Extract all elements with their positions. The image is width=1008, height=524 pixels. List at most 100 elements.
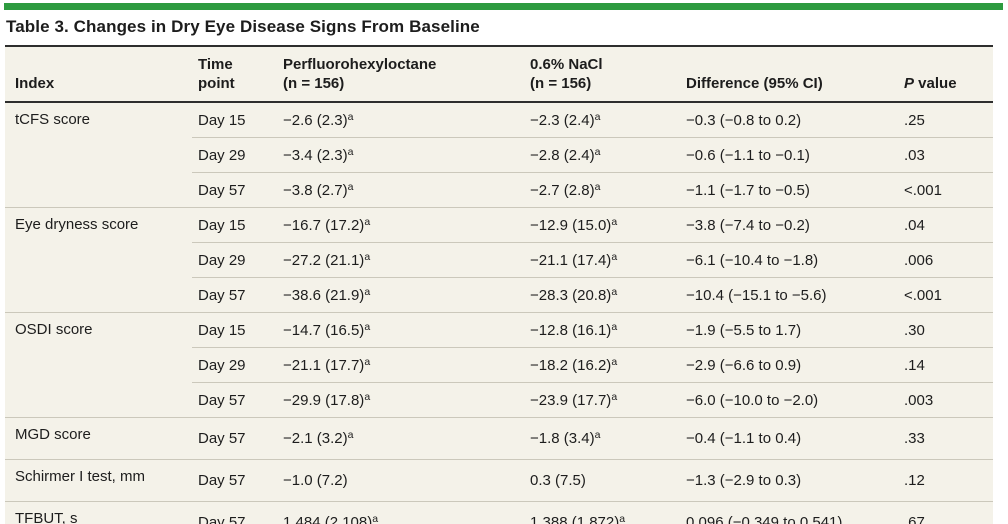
footnote-marker: a <box>611 250 618 263</box>
table-row: Day 57 −29.9 (17.8)a −23.9 (17.7)a −6.0 (−1… <box>5 382 993 418</box>
cell-p: .006 <box>898 242 993 278</box>
accent-bar <box>4 3 1003 10</box>
footnote-marker: a <box>611 320 618 333</box>
table-row: OSDI score Day 15 −14.7 (16.5)a −12.8 (16.1… <box>5 312 993 418</box>
cell-index: OSDI score <box>5 312 192 418</box>
cell-time: Day 15 <box>192 101 277 138</box>
footnote-marker: a <box>594 110 601 123</box>
cell-nacl: −21.1 (17.4)a <box>524 242 680 278</box>
col-header-nacl: 0.6% NaCl (n = 156) <box>524 46 680 103</box>
table-title: Table 3. Changes in Dry Eye Disease Sign… <box>6 17 480 36</box>
cell-index: Schirmer I test, mm <box>5 459 192 502</box>
col-header-time: Time point <box>192 46 277 103</box>
cell-p: .30 <box>898 312 993 348</box>
cell-nacl: 0.3 (7.5) <box>524 459 680 502</box>
cell-nacl: −23.9 (17.7)a <box>524 382 680 418</box>
cell-diff: −2.9 (−6.6 to 0.9) <box>680 347 898 383</box>
cell-time: Day 57 <box>192 501 277 524</box>
cell-diff: −1.3 (−2.9 to 0.3) <box>680 459 898 502</box>
cell-diff: −0.6 (−1.1 to −0.1) <box>680 137 898 173</box>
cell-p: <.001 <box>898 277 993 313</box>
table-row: tCFS score Day 15 −2.6 (2.3)a −2.3 (2.4)a −0… <box>5 101 993 208</box>
cell-nacl: −18.2 (16.2)a <box>524 347 680 383</box>
cell-time: Day 29 <box>192 347 277 383</box>
footnote-marker: a <box>364 390 371 403</box>
col-header-diff: Difference (95% CI) <box>680 46 898 103</box>
cell-diff: −1.9 (−5.5 to 1.7) <box>680 312 898 348</box>
cell-time: Day 57 <box>192 417 277 460</box>
cell-pfho: 1.484 (2.108)a <box>277 501 524 524</box>
cell-time: Day 57 <box>192 277 277 313</box>
footnote-marker: a <box>347 145 354 158</box>
cell-diff: −6.1 (−10.4 to −1.8) <box>680 242 898 278</box>
cell-p: .03 <box>898 137 993 173</box>
col-header-p: P value <box>898 46 993 103</box>
dry-eye-signs-table: Index Time point Perfluorohexyloctane (n = 1… <box>5 45 993 524</box>
footnote-marker: a <box>364 215 371 228</box>
cell-p: .25 <box>898 101 993 138</box>
footnote-marker: a <box>594 145 601 158</box>
footnote-marker: a <box>364 355 371 368</box>
table-row: Day 29 −3.4 (2.3)a −2.8 (2.4)a −0.6 (−1.1 t… <box>5 137 993 173</box>
cell-nacl: −2.7 (2.8)a <box>524 172 680 208</box>
table-row: TFBUT, s Day 57 1.484 (2.108)a 1.388 (1.872… <box>5 501 993 524</box>
footnote-marker: a <box>372 513 379 524</box>
footnote-marker: a <box>347 110 354 123</box>
cell-diff: −0.4 (−1.1 to 0.4) <box>680 417 898 460</box>
footnote-marker: a <box>594 180 601 193</box>
cell-time: Day 57 <box>192 172 277 208</box>
cell-diff: −10.4 (−15.1 to −5.6) <box>680 277 898 313</box>
table-row: Day 29 −21.1 (17.7)a −18.2 (16.2)a −2.9 (−6… <box>5 347 993 383</box>
cell-nacl: −12.8 (16.1)a <box>524 312 680 348</box>
table-row: MGD score Day 57 −2.1 (3.2)a −1.8 (3.4)a −0.… <box>5 417 993 460</box>
cell-pfho: −21.1 (17.7)a <box>277 347 524 383</box>
cell-p: .14 <box>898 347 993 383</box>
col-header-pfho: Perfluorohexyloctane (n = 156) <box>277 46 524 103</box>
footnote-marker: a <box>611 215 618 228</box>
cell-nacl: −28.3 (20.8)a <box>524 277 680 313</box>
footnote-marker: a <box>619 513 626 524</box>
cell-index: MGD score <box>5 417 192 460</box>
cell-time: Day 29 <box>192 242 277 278</box>
cell-index: Eye dryness score <box>5 207 192 313</box>
cell-pfho: −2.6 (2.3)a <box>277 101 524 138</box>
cell-pfho: −3.4 (2.3)a <box>277 137 524 173</box>
table-row: Day 57 −38.6 (21.9)a −28.3 (20.8)a −10.4 (−… <box>5 277 993 313</box>
cell-time: Day 57 <box>192 459 277 502</box>
footnote-marker: a <box>364 250 371 263</box>
header-row: Index Time point Perfluorohexyloctane (n = 1… <box>5 46 993 103</box>
footnote-marker: a <box>611 285 618 298</box>
cell-nacl: −12.9 (15.0)a <box>524 207 680 243</box>
footnote-marker: a <box>611 390 618 403</box>
footnote-marker: a <box>364 285 371 298</box>
cell-diff: −3.8 (−7.4 to −0.2) <box>680 207 898 243</box>
cell-pfho: −29.9 (17.8)a <box>277 382 524 418</box>
cell-diff: −0.3 (−0.8 to 0.2) <box>680 101 898 138</box>
cell-p: .33 <box>898 417 993 460</box>
table-row: Day 29 −27.2 (21.1)a −21.1 (17.4)a −6.1 (−1… <box>5 242 993 278</box>
footnote-marker: a <box>347 429 354 441</box>
cell-diff: −1.1 (−1.7 to −0.5) <box>680 172 898 208</box>
cell-p: .04 <box>898 207 993 243</box>
table-row: Schirmer I test, mm Day 57 −1.0 (7.2) 0.3 (… <box>5 459 993 502</box>
cell-pfho: −3.8 (2.7)a <box>277 172 524 208</box>
cell-index: TFBUT, s <box>5 501 192 524</box>
cell-pfho: −16.7 (17.2)a <box>277 207 524 243</box>
cell-time: Day 29 <box>192 137 277 173</box>
cell-index: tCFS score <box>5 101 192 208</box>
table-row: Day 57 −3.8 (2.7)a −2.7 (2.8)a −1.1 (−1.7 t… <box>5 172 993 208</box>
cell-p: .003 <box>898 382 993 418</box>
table-row: Eye dryness score Day 15 −16.7 (17.2)a −12.… <box>5 207 993 313</box>
footnote-marker: a <box>364 320 371 333</box>
cell-diff: 0.096 (−0.349 to 0.541) <box>680 501 898 524</box>
cell-nacl: −2.8 (2.4)a <box>524 137 680 173</box>
cell-nacl: 1.388 (1.872)a <box>524 501 680 524</box>
cell-diff: −6.0 (−10.0 to −2.0) <box>680 382 898 418</box>
cell-p: .67 <box>898 501 993 524</box>
cell-pfho: −38.6 (21.9)a <box>277 277 524 313</box>
cell-nacl: −2.3 (2.4)a <box>524 101 680 138</box>
footnote-marker: a <box>594 429 601 441</box>
footnote-marker: a <box>347 180 354 193</box>
cell-time: Day 57 <box>192 382 277 418</box>
